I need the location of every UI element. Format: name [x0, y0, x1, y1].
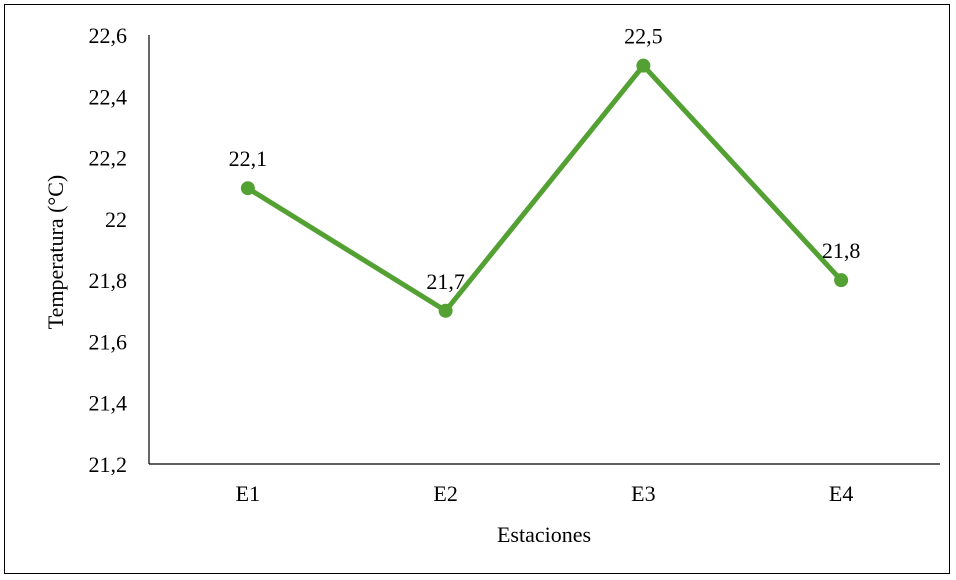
data-point: [834, 273, 849, 288]
data-label: 22,1: [229, 146, 268, 171]
y-axis-title: Temperatura (°C): [43, 175, 68, 329]
data-point: [438, 303, 453, 318]
data-label: 22,5: [624, 24, 663, 49]
y-tick-label: 21,8: [89, 268, 128, 293]
y-tick-labels: 21,2 21,4 21,6 21,8 22 22,2 22,4 22,6: [89, 23, 128, 477]
chart-frame: [4, 4, 950, 574]
series-line: [245, 63, 844, 314]
data-point: [636, 58, 651, 73]
data-point: [240, 181, 255, 196]
x-tick-label: E2: [433, 481, 457, 506]
x-tick-labels: E1 E2 E3 E4: [236, 481, 854, 506]
y-tick-label: 21,2: [89, 452, 128, 477]
data-label: 21,7: [426, 269, 465, 294]
data-label: 21,8: [822, 238, 861, 263]
data-labels: 22,1 21,7 22,5 21,8: [229, 24, 861, 294]
axes: [148, 35, 940, 465]
y-tick-label: 22: [105, 207, 127, 232]
y-tick-label: 22,4: [89, 84, 128, 109]
x-tick-label: E4: [829, 481, 853, 506]
y-tick-label: 21,4: [89, 391, 128, 416]
y-tick-label: 22,2: [89, 146, 128, 171]
x-tick-label: E3: [631, 481, 655, 506]
y-tick-label: 22,6: [89, 23, 128, 48]
y-tick-label: 21,6: [89, 329, 128, 354]
series-temperatura: [240, 58, 849, 318]
x-tick-label: E1: [236, 481, 260, 506]
x-axis-title: Estaciones: [497, 522, 591, 547]
